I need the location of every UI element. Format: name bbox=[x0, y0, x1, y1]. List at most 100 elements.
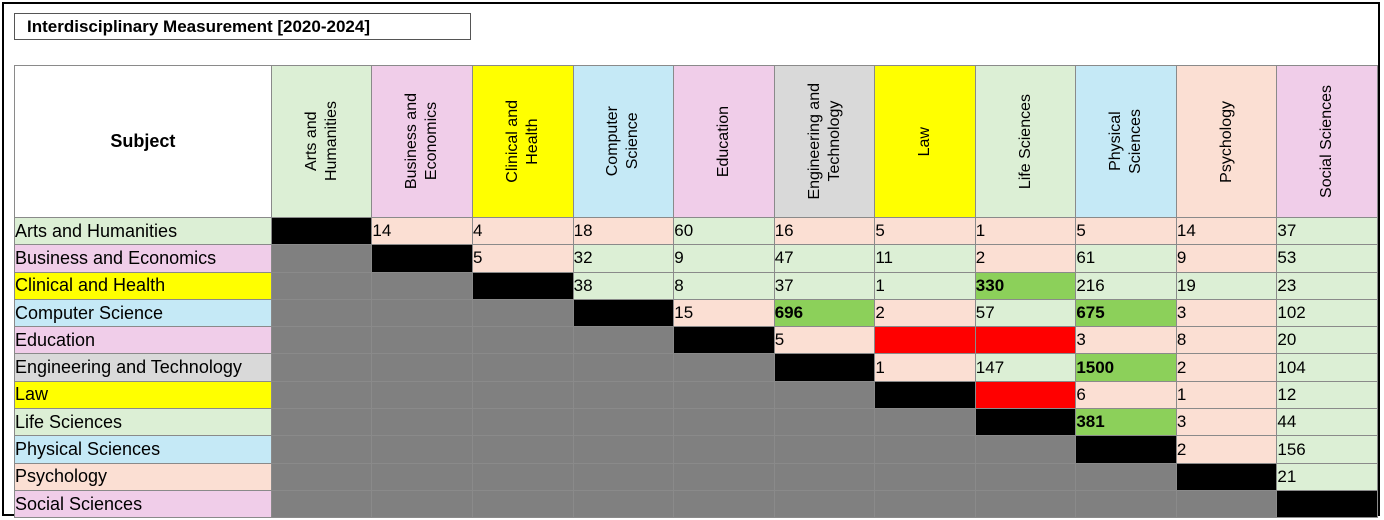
value-cell: 1500 bbox=[1075, 353, 1177, 382]
value-cell: 8 bbox=[1175, 326, 1278, 355]
value-cell: 381 bbox=[1075, 408, 1177, 437]
empty-cell bbox=[673, 408, 775, 437]
column-header-2: Clinical and Health bbox=[472, 65, 574, 218]
empty-cell bbox=[572, 435, 675, 464]
row-header: Clinical and Health bbox=[14, 271, 272, 300]
empty-cell bbox=[874, 462, 976, 491]
row-header: Life Sciences bbox=[14, 408, 272, 437]
value-cell: 61 bbox=[1075, 244, 1177, 273]
column-header-label: Social Sciences bbox=[1318, 85, 1336, 198]
empty-cell bbox=[874, 435, 976, 464]
empty-cell bbox=[371, 408, 474, 437]
diagonal-cell bbox=[1075, 435, 1177, 464]
value-cell: 14 bbox=[1175, 216, 1278, 246]
row-header: Education bbox=[14, 326, 272, 355]
empty-cell bbox=[673, 380, 775, 410]
empty-cell bbox=[270, 408, 373, 437]
value-cell: 675 bbox=[1075, 298, 1177, 328]
value-cell: 5 bbox=[472, 244, 574, 273]
value-cell: 44 bbox=[1276, 408, 1378, 437]
value-cell: 102 bbox=[1276, 298, 1378, 328]
empty-cell bbox=[371, 380, 474, 410]
empty-cell bbox=[1175, 489, 1278, 519]
value-cell: 47 bbox=[773, 244, 876, 273]
value-cell: 3 bbox=[1075, 326, 1177, 355]
column-header-label: Physical Sciences bbox=[1107, 109, 1145, 174]
value-cell: 3 bbox=[1175, 298, 1278, 328]
empty-cell bbox=[472, 380, 574, 410]
column-header-label: Law bbox=[916, 126, 934, 157]
value-cell: 12 bbox=[1276, 380, 1378, 410]
empty-cell bbox=[371, 435, 474, 464]
column-header-9: Psychology bbox=[1175, 65, 1278, 218]
column-header-label: Clinical and Health bbox=[503, 100, 541, 183]
value-cell: 21 bbox=[1276, 462, 1378, 491]
row-header: Computer Science bbox=[14, 298, 272, 328]
row-header: Law bbox=[14, 380, 272, 410]
value-cell: 60 bbox=[673, 216, 775, 246]
value-cell: 38 bbox=[572, 271, 675, 300]
empty-cell bbox=[1075, 489, 1177, 519]
value-cell: 57 bbox=[974, 298, 1077, 328]
empty-cell bbox=[673, 489, 775, 519]
empty-red-cell bbox=[974, 326, 1077, 355]
empty-cell bbox=[270, 462, 373, 491]
empty-cell bbox=[572, 380, 675, 410]
empty-cell bbox=[472, 353, 574, 382]
value-cell: 5 bbox=[1075, 216, 1177, 246]
value-cell: 1 bbox=[1175, 380, 1278, 410]
column-header-label: Life Sciences bbox=[1016, 93, 1034, 190]
value-cell: 216 bbox=[1075, 271, 1177, 300]
value-cell: 4 bbox=[472, 216, 574, 246]
value-cell: 9 bbox=[1175, 244, 1278, 273]
empty-cell bbox=[673, 462, 775, 491]
table-row: Clinical and Health 38 8 37 1 330 216 19 23 bbox=[14, 271, 1378, 300]
value-cell: 18 bbox=[572, 216, 675, 246]
value-cell: 104 bbox=[1276, 353, 1378, 382]
empty-cell bbox=[472, 489, 574, 519]
empty-cell bbox=[773, 408, 876, 437]
value-cell: 23 bbox=[1276, 271, 1378, 300]
value-cell: 9 bbox=[673, 244, 775, 273]
empty-cell bbox=[974, 489, 1077, 519]
empty-cell bbox=[472, 298, 574, 328]
diagonal-cell bbox=[270, 216, 373, 246]
table-row: Education 5 3 8 20 bbox=[14, 326, 1378, 355]
column-header-label: Computer Science bbox=[604, 106, 642, 177]
row-header: Psychology bbox=[14, 462, 272, 491]
empty-cell bbox=[371, 271, 474, 300]
diagonal-cell bbox=[371, 244, 474, 273]
value-cell: 2 bbox=[874, 298, 976, 328]
value-cell: 2 bbox=[1175, 435, 1278, 464]
empty-cell bbox=[270, 380, 373, 410]
table-row: Arts and Humanities 14 4 18 60 16 5 1 5 14 37 bbox=[14, 216, 1378, 246]
row-header: Social Sciences bbox=[14, 489, 272, 519]
interdisciplinary-matrix: Subject Arts and Humanities Business and … bbox=[14, 65, 1378, 519]
column-header-label: Psychology bbox=[1217, 100, 1235, 183]
empty-cell bbox=[472, 408, 574, 437]
empty-cell bbox=[472, 435, 574, 464]
empty-cell bbox=[270, 489, 373, 519]
table-row: Life Sciences 381 3 44 bbox=[14, 408, 1378, 437]
value-cell: 20 bbox=[1276, 326, 1378, 355]
value-cell: 37 bbox=[1276, 216, 1378, 246]
empty-cell bbox=[773, 462, 876, 491]
empty-cell bbox=[572, 462, 675, 491]
column-header-8: Physical Sciences bbox=[1075, 65, 1177, 218]
value-cell: 11 bbox=[874, 244, 976, 273]
empty-cell bbox=[974, 462, 1077, 491]
table-row: Engineering and Technology 1 147 1500 2 104 bbox=[14, 353, 1378, 382]
value-cell: 32 bbox=[572, 244, 675, 273]
value-cell: 696 bbox=[773, 298, 876, 328]
column-header-0: Arts and Humanities bbox=[270, 65, 373, 218]
row-header: Engineering and Technology bbox=[14, 353, 272, 382]
column-header-1: Business and Economics bbox=[371, 65, 474, 218]
empty-red-cell bbox=[874, 326, 976, 355]
table-row: Business and Economics 5 32 9 47 11 2 61 9 53 bbox=[14, 244, 1378, 273]
table-row: Law 6 1 12 bbox=[14, 380, 1378, 410]
empty-cell bbox=[773, 380, 876, 410]
value-cell: 6 bbox=[1075, 380, 1177, 410]
column-header-6: Law bbox=[874, 65, 976, 218]
column-header-label: Education bbox=[714, 105, 732, 178]
empty-cell bbox=[572, 326, 675, 355]
